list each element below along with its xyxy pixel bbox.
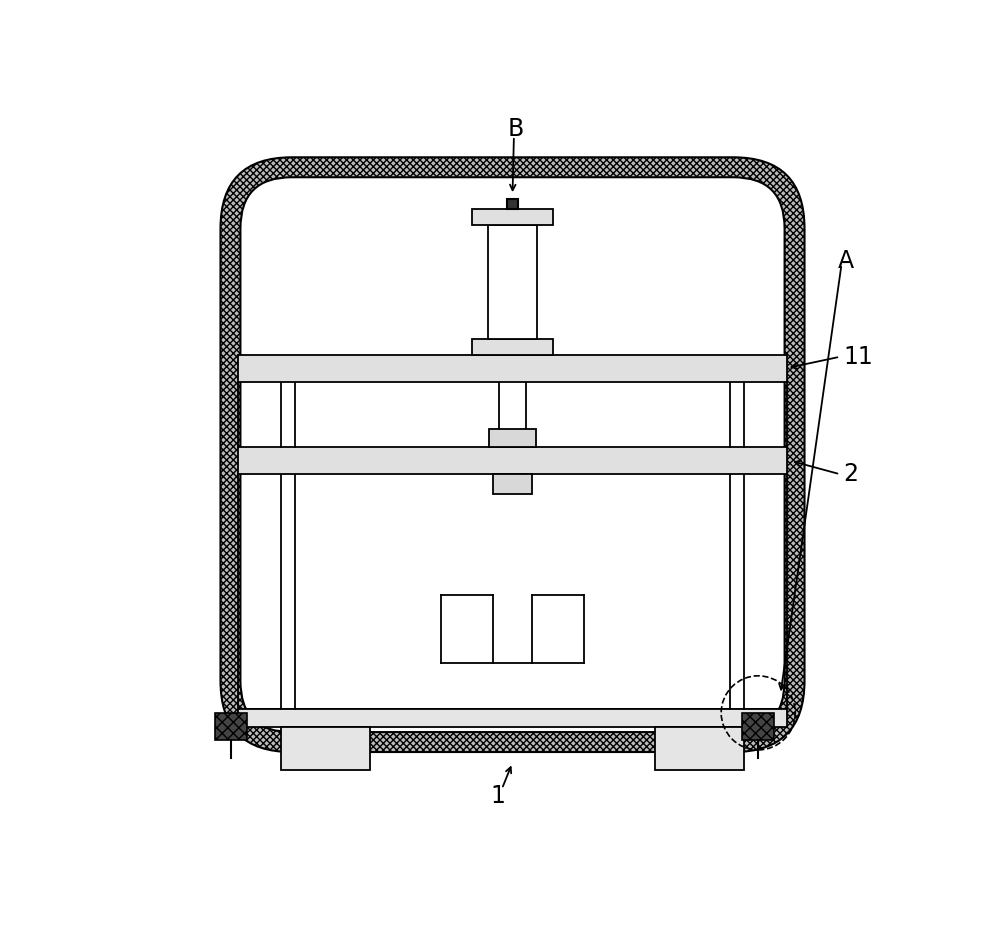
Bar bbox=[472, 209, 553, 225]
Bar bbox=[238, 709, 787, 727]
Text: 2: 2 bbox=[844, 462, 859, 487]
Text: A: A bbox=[838, 249, 854, 273]
Bar bbox=[472, 339, 553, 354]
Text: 1: 1 bbox=[491, 784, 506, 808]
Bar bbox=[238, 447, 787, 475]
Text: 11: 11 bbox=[844, 345, 873, 369]
Bar bbox=[489, 429, 536, 447]
Text: B: B bbox=[508, 117, 524, 141]
FancyBboxPatch shape bbox=[220, 157, 805, 752]
Bar bbox=[742, 713, 774, 740]
Bar bbox=[493, 475, 532, 494]
Bar bbox=[655, 727, 744, 770]
Bar bbox=[281, 727, 370, 770]
Bar bbox=[488, 225, 537, 339]
Bar bbox=[507, 199, 518, 209]
Bar bbox=[238, 354, 787, 382]
FancyBboxPatch shape bbox=[240, 178, 785, 732]
Bar bbox=[215, 713, 247, 740]
